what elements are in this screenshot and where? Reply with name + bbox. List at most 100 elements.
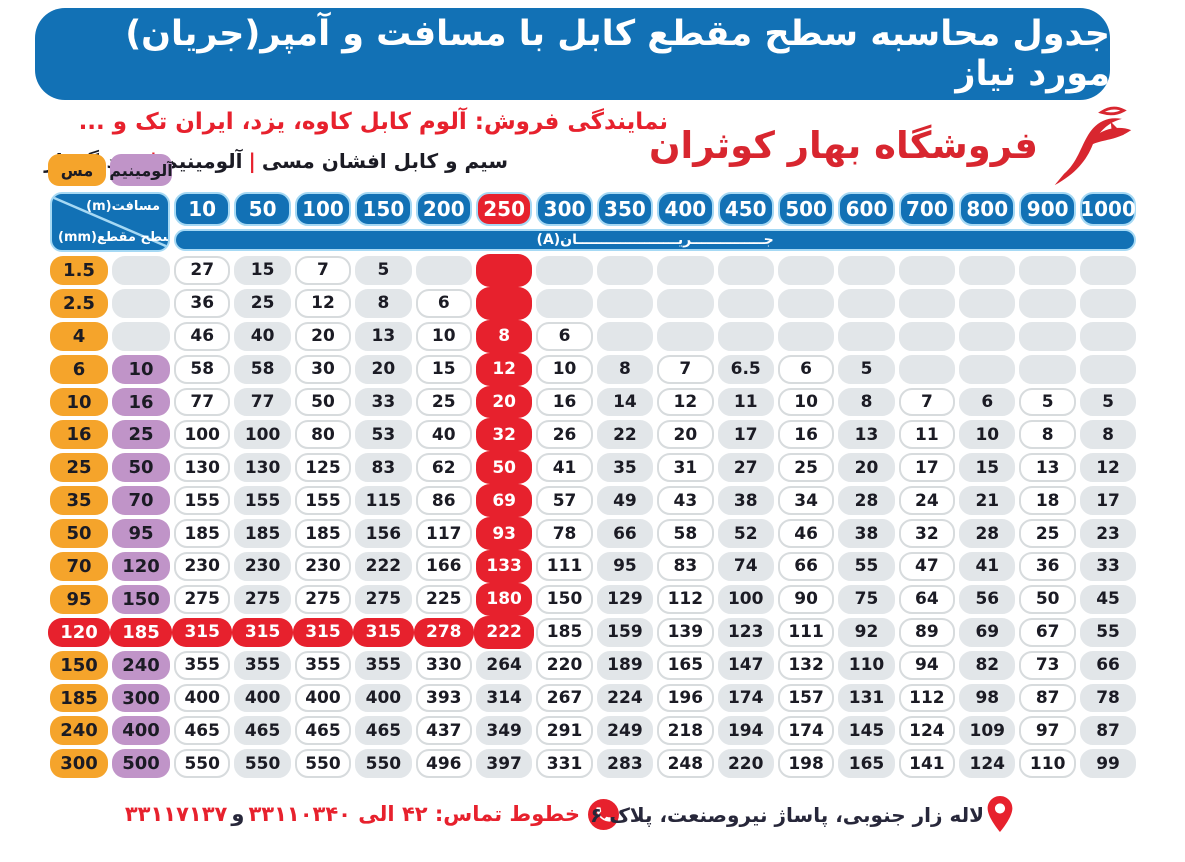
- amp-cell: 10: [959, 420, 1016, 450]
- amp-cell: 6: [959, 387, 1016, 417]
- distance-header-cell: 200: [415, 192, 472, 226]
- amp-cell: 185: [174, 519, 231, 549]
- amp-cell: 393: [415, 683, 472, 713]
- amp-cell: 28: [959, 519, 1016, 549]
- amp-cell: 10: [536, 354, 593, 384]
- amp-cell: 400: [234, 683, 291, 713]
- aluminum-size-cell: 240: [112, 650, 170, 680]
- copper-size-cell: 1.5: [50, 256, 108, 285]
- phone-icon: [588, 799, 619, 830]
- amp-cell: 25: [415, 387, 472, 417]
- amp-cell: 222: [355, 552, 412, 581]
- amp-cell: 12: [294, 288, 352, 318]
- empty-cell: [657, 288, 714, 318]
- amp-cell: 5: [1019, 387, 1076, 417]
- corner-diagonal: [53, 196, 167, 248]
- amp-cell: 30: [294, 354, 352, 384]
- copper-size-cell: 240: [50, 716, 108, 746]
- amp-cell: 315: [232, 617, 293, 647]
- amp-cell: 129: [596, 584, 654, 614]
- amp-cell: 109: [959, 716, 1016, 746]
- amp-cell: 165: [657, 650, 714, 680]
- amp-cell: 130: [234, 453, 291, 483]
- amp-cell: 139: [657, 617, 714, 647]
- empty-cell: [657, 256, 714, 285]
- distance-header-cell: 50: [234, 192, 291, 226]
- amp-cell: 225: [415, 584, 472, 614]
- amp-cell: 315: [353, 617, 414, 647]
- empty-cell: [838, 256, 895, 285]
- amp-cell: 230: [234, 552, 291, 581]
- aluminum-size-cell: 185: [110, 617, 172, 647]
- amp-cell: 45: [1079, 584, 1137, 614]
- amp-cell: 41: [536, 453, 593, 483]
- amp-cell: 57: [536, 486, 593, 516]
- amp-cell: 15: [959, 453, 1016, 483]
- separator: |: [248, 149, 256, 173]
- empty-cell: [596, 321, 654, 351]
- empty-cell: [838, 288, 895, 318]
- amp-cell: 28: [838, 486, 895, 516]
- empty-cell: [959, 288, 1016, 318]
- amp-cell: 10: [777, 387, 835, 417]
- amp-cell: 8: [475, 319, 533, 353]
- amp-cell: 291: [536, 716, 593, 746]
- amp-cell: 99: [1079, 749, 1137, 779]
- amp-cell: 155: [294, 486, 352, 516]
- empty-cell: [112, 288, 170, 318]
- amp-cell: 133: [475, 550, 533, 583]
- amp-cell: 185: [536, 617, 593, 647]
- address-text: لاله زار جنوبی، پاساژ نیروصنعت، پلاک ۶: [590, 803, 984, 827]
- amp-cell: 35: [596, 453, 654, 483]
- amp-cell: 125: [294, 453, 352, 483]
- distance-header-cell: 300: [536, 192, 593, 226]
- empty-cell: [1079, 288, 1137, 318]
- amp-cell: 465: [174, 716, 231, 746]
- amp-cell: 55: [838, 552, 895, 581]
- amp-cell: 26: [536, 420, 593, 450]
- empty-cell: [657, 321, 714, 351]
- copper-size-cell: 150: [50, 650, 108, 680]
- amp-cell: 86: [415, 486, 472, 516]
- amp-cell: 550: [174, 749, 231, 779]
- dealer-line: نمایندگی فروش: آلوم کابل کاوه، یزد، ایرا…: [78, 109, 668, 135]
- amp-cell: 78: [1079, 683, 1137, 713]
- empty-cell: [959, 354, 1016, 384]
- section-unit-label: سطح مقطع(mm): [58, 230, 170, 245]
- amp-cell: 8: [1079, 420, 1137, 450]
- amp-cell: 17: [1079, 486, 1137, 516]
- amp-cell: 8: [355, 288, 412, 318]
- legend-aluminum: آلومینیم: [109, 154, 173, 186]
- amp-cell: 16: [777, 420, 835, 450]
- amp-cell: 145: [838, 716, 895, 746]
- page-title: جدول محاسبه سطح مقطع کابل با مسافت و آمپ…: [35, 8, 1110, 100]
- amp-cell: 131: [838, 683, 895, 713]
- amp-cell: 174: [717, 683, 774, 713]
- aluminum-size-cell: 50: [112, 453, 170, 483]
- amp-cell: 17: [898, 453, 956, 483]
- amp-cell: 87: [1019, 683, 1076, 713]
- empty-cell: [475, 286, 533, 320]
- amp-cell: 264: [475, 650, 533, 680]
- amp-cell: 100: [717, 584, 774, 614]
- empty-cell: [1019, 354, 1076, 384]
- amp-cell: 550: [234, 749, 291, 779]
- aluminum-size-cell: 500: [112, 749, 170, 779]
- amp-cell: 80: [294, 420, 352, 450]
- amp-cell: 7: [657, 354, 714, 384]
- amp-cell: 110: [1019, 749, 1076, 779]
- empty-cell: [717, 321, 774, 351]
- empty-cell: [1079, 321, 1137, 351]
- store-logo-icon: [1054, 106, 1132, 186]
- amp-cell: 38: [717, 486, 774, 516]
- empty-cell: [777, 256, 835, 285]
- amp-cell: 156: [355, 519, 412, 549]
- distance-header-cell: 250: [475, 192, 533, 226]
- empty-cell: [898, 256, 956, 285]
- amp-cell: 141: [898, 749, 956, 779]
- amp-cell: 36: [174, 288, 231, 318]
- distance-header-cell: 500: [777, 192, 835, 226]
- amp-cell: 41: [959, 552, 1016, 581]
- empty-cell: [1079, 354, 1137, 384]
- empty-cell: [777, 321, 835, 351]
